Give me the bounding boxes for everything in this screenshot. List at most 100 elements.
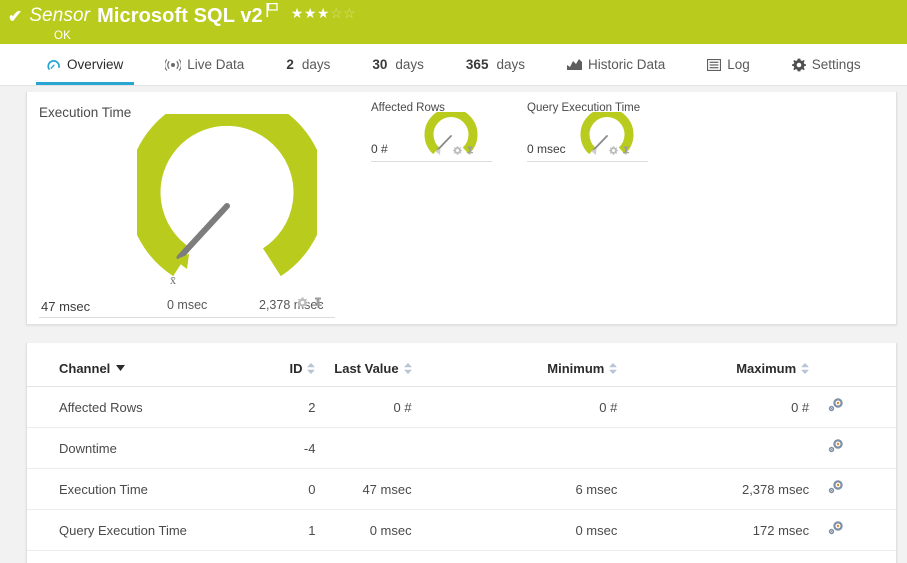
cell-minimum: 0 msec [411, 509, 618, 551]
flag-icon[interactable] [266, 2, 279, 22]
cell-id: 0 [220, 468, 316, 510]
sort-arrows-icon [403, 362, 412, 377]
tab-30-days[interactable]: 30 days [351, 44, 445, 85]
table-row[interactable]: Downtime -4 [27, 427, 896, 469]
cell-channel: Affected Rows [27, 386, 221, 428]
settings-gears-icon[interactable] [827, 480, 844, 498]
cell-actions[interactable] [809, 386, 896, 428]
tab-number: 365 [465, 57, 489, 72]
sort-arrows-icon [801, 362, 810, 377]
sensor-kind-label: Sensor [29, 5, 91, 26]
query-execution-time-gauge-tools [609, 142, 630, 160]
cell-actions[interactable] [809, 427, 896, 469]
channels-table-head: Channel ID Last Value Minimum [27, 343, 896, 387]
column-header-maximum[interactable]: Maximum [617, 343, 810, 387]
tab-365-days[interactable]: 365 days [445, 44, 546, 85]
star-empty: ☆ [343, 4, 357, 21]
star-filled: ★ [290, 4, 304, 21]
tab-live-data[interactable]: Live Data [144, 44, 265, 85]
pin-icon[interactable] [622, 142, 630, 160]
primary-gauge-title: Execution Time [39, 105, 132, 120]
tab-label: Historic Data [587, 57, 666, 72]
cell-minimum: 6 msec [411, 468, 618, 510]
gear-icon [791, 58, 806, 72]
tab-number: 2 [286, 57, 294, 72]
tab-number: 30 [372, 57, 388, 72]
query-execution-time-gauge-title: Query Execution Time [527, 102, 641, 114]
tab-label: Overview [67, 57, 124, 72]
execution-time-gauge[interactable]: x̄ [137, 114, 317, 289]
status-badge: OK [54, 30, 72, 42]
tab-label: days [395, 57, 424, 72]
chevron-down-icon [116, 359, 126, 374]
table-header-row: Channel ID Last Value Minimum [27, 343, 896, 387]
query-execution-time-gauge-value: 0 msec [527, 142, 566, 156]
pin-icon[interactable] [466, 142, 474, 160]
check-icon: ✔ [8, 6, 23, 26]
tab-settings[interactable]: Settings [771, 44, 882, 85]
column-header-label: ID [289, 361, 303, 376]
page-title: Microsoft SQL v2 [97, 4, 263, 27]
settings-gears-icon[interactable] [827, 398, 844, 416]
column-header-id[interactable]: ID [220, 343, 316, 387]
primary-gauge-current-value: 47 msec [41, 299, 91, 314]
gauges-card: Execution Time x̄ 0 msec 2,378 msec 47 m… [26, 92, 897, 325]
tab-overview[interactable]: Overview [26, 44, 144, 85]
tab-label: days [496, 57, 525, 72]
star-empty: ☆ [329, 4, 344, 21]
channels-table: Channel ID Last Value Minimum [27, 343, 896, 551]
column-header-last-value[interactable]: Last Value [315, 343, 412, 387]
tab-2-days[interactable]: 2 days [265, 44, 351, 85]
cell-channel: Query Execution Time [27, 509, 221, 551]
tab-label: Log [727, 57, 750, 72]
gauge-icon [47, 58, 61, 72]
priority-stars[interactable]: ★★★☆☆ [291, 5, 356, 22]
table-row[interactable]: Affected Rows 2 0 # 0 # 0 # [27, 386, 896, 428]
column-header-channel[interactable]: Channel [27, 343, 221, 387]
cell-maximum: 0 # [617, 386, 810, 428]
pin-icon[interactable] [313, 295, 323, 313]
primary-gauge-divider [39, 317, 335, 318]
sort-arrows-icon [609, 362, 618, 377]
cell-id: -4 [220, 427, 316, 469]
area-chart-icon [566, 58, 582, 71]
cell-last-value: 0 # [315, 386, 412, 428]
cell-actions[interactable] [809, 509, 896, 551]
cell-actions[interactable] [809, 468, 896, 510]
column-header-label: Maximum [736, 361, 797, 376]
tab-bar: Overview Live Data 2 days 30 days 365 da… [0, 44, 907, 86]
cell-minimum: 0 # [411, 386, 618, 428]
column-header-label: Last Value [334, 361, 399, 376]
query-execution-time-gauge[interactable] [580, 112, 634, 158]
cell-id: 2 [220, 386, 316, 428]
cell-id: 1 [220, 509, 316, 551]
sort-arrows-icon [307, 362, 316, 377]
affected-rows-gauge[interactable] [424, 112, 478, 158]
gear-icon[interactable] [297, 295, 308, 313]
cell-last-value: 0 msec [315, 509, 412, 551]
log-list-icon [707, 58, 722, 71]
star-filled: ★ [303, 4, 317, 21]
tab-label: days [301, 57, 331, 72]
tab-historic-data[interactable]: Historic Data [546, 44, 686, 85]
settings-gears-icon[interactable] [827, 521, 844, 539]
tab-log[interactable]: Log [686, 44, 771, 85]
tab-label: Live Data [187, 57, 245, 72]
table-row[interactable]: Execution Time 0 47 msec 6 msec 2,378 ms… [27, 468, 896, 510]
primary-gauge-min-label: 0 msec [167, 298, 208, 312]
table-row[interactable]: Query Execution Time 1 0 msec 0 msec 172… [27, 509, 896, 551]
query-execution-time-gauge-divider [527, 161, 648, 162]
primary-gauge-block: Execution Time x̄ 0 msec 2,378 msec 47 m… [27, 92, 347, 324]
live-signal-icon [165, 58, 182, 72]
star-filled: ★ [316, 4, 330, 21]
gear-icon[interactable] [453, 142, 462, 160]
sensor-header: ✔ Sensor Microsoft SQL v2 ★★★☆☆ OK [0, 0, 907, 44]
tab-label: Settings [811, 57, 861, 72]
gear-icon[interactable] [609, 142, 618, 160]
settings-gears-icon[interactable] [827, 439, 844, 457]
column-header-actions [809, 343, 896, 387]
cell-maximum [617, 427, 810, 469]
column-header-minimum[interactable]: Minimum [411, 343, 618, 387]
channels-table-body: Affected Rows 2 0 # 0 # 0 # [27, 386, 896, 551]
cell-channel: Execution Time [27, 468, 221, 510]
